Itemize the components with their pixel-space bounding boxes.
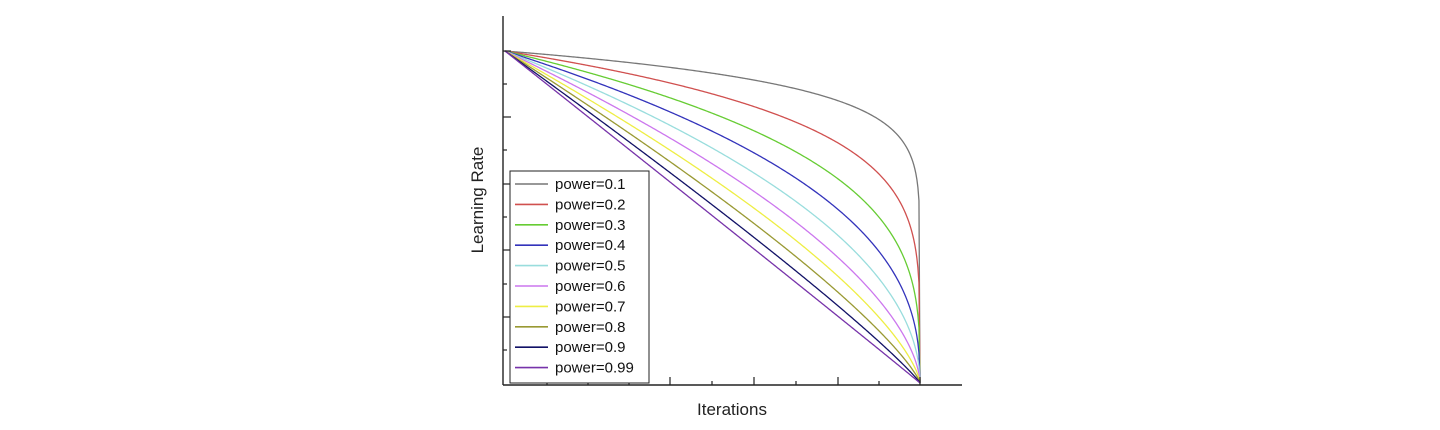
legend-label: power=0.5 (555, 258, 625, 275)
legend: power=0.1 power=0.2 power=0.3 power=0.4 powe… (509, 170, 650, 384)
legend-entry-8: power=0.8 (515, 319, 625, 336)
legend-entry-2: power=0.2 (515, 196, 625, 213)
legend-entry-10: power=0.99 (515, 360, 634, 377)
plot-area (502, 16, 962, 386)
legend-label: power=0.9 (555, 339, 625, 356)
series-lines (504, 50, 921, 384)
legend-label: power=0.1 (555, 176, 625, 193)
legend-label: power=0.2 (555, 196, 625, 213)
legend-entry-7: power=0.7 (515, 298, 625, 315)
legend-label: power=0.6 (555, 278, 625, 295)
legend-entry-5: power=0.5 (515, 258, 625, 275)
series-line-1 (504, 50, 921, 384)
series-line-3 (504, 50, 921, 384)
legend-label: power=0.3 (555, 217, 625, 234)
series-line-4 (504, 50, 921, 384)
legend-label: power=0.99 (555, 360, 634, 377)
x-axis-label: Iterations (697, 400, 767, 419)
y-axis-label: Learning Rate (468, 147, 487, 254)
series-line-9 (504, 50, 921, 384)
series-line-8 (504, 50, 921, 384)
legend-entry-3: power=0.3 (515, 217, 625, 234)
series-line-7 (504, 50, 921, 384)
legend-entry-9: power=0.9 (515, 339, 625, 356)
series-line-5 (504, 50, 921, 384)
legend-label: power=0.8 (555, 319, 625, 336)
legend-label: power=0.7 (555, 298, 625, 315)
series-line-10 (504, 50, 921, 384)
legend-entry-4: power=0.4 (515, 237, 625, 254)
legend-entry-6: power=0.6 (515, 278, 625, 295)
series-line-2 (504, 50, 921, 384)
legend-entry-1: power=0.1 (515, 176, 625, 193)
series-line-6 (504, 50, 921, 384)
legend-label: power=0.4 (555, 237, 625, 254)
